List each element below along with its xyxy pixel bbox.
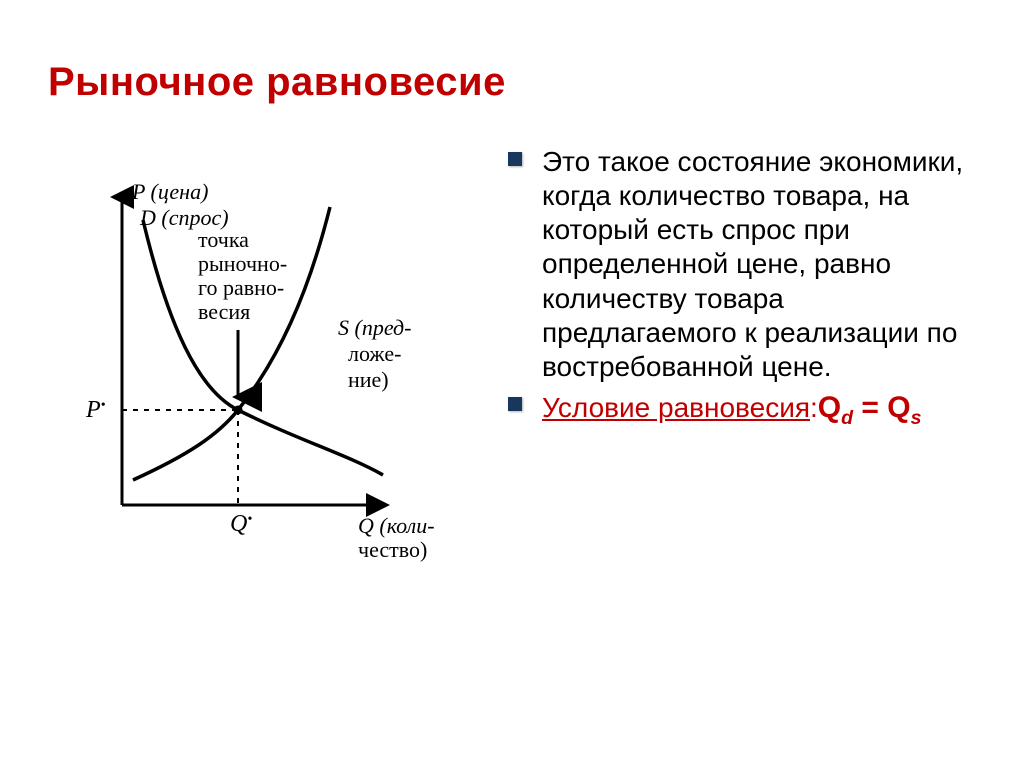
definition-text: Это такое состояние экономики, когда кол… [542, 146, 963, 382]
formula-qd: Q [818, 391, 841, 424]
x-axis-label-2: чество) [358, 537, 427, 562]
equilibrium-label-1: точка [198, 227, 249, 252]
condition-colon: : [810, 392, 818, 423]
definition-bullet: Это такое состояние экономики, когда кол… [508, 145, 976, 384]
equilibrium-dot [234, 406, 243, 415]
text-column: Это такое состояние экономики, когда кол… [508, 145, 976, 437]
supply-label-2: ложе- [348, 341, 401, 366]
condition-line: Условие равновесия:Qd = Qs [542, 392, 921, 423]
slide-title: Рыночное равновесие [48, 60, 976, 105]
supply-label-1: S (пред- [338, 315, 412, 340]
equilibrium-label-3: го равно- [198, 275, 284, 300]
pstar-label: P• [85, 397, 106, 423]
qstar-label: Q• [230, 511, 252, 537]
equilibrium-label-2: рыночно- [198, 251, 287, 276]
condition-bullet: Условие равновесия:Qd = Qs [508, 390, 976, 431]
y-axis-label: P (цена) [131, 179, 208, 204]
formula-eq: = [853, 391, 887, 424]
supply-label-3: ние) [348, 367, 389, 392]
slide: Рыночное равновесие [0, 0, 1024, 767]
condition-label: Условие равновесия [542, 392, 810, 423]
x-axis-label-1: Q (коли- [358, 513, 435, 538]
formula-qd-sub: d [841, 407, 853, 429]
formula-qs-sub: s [911, 407, 922, 429]
content-row: P (цена) D (спрос) точка рыночно- го рав… [48, 145, 976, 580]
formula-qs: Q [887, 391, 910, 424]
bullet-list: Это такое состояние экономики, когда кол… [508, 145, 976, 431]
equilibrium-formula: Qd = Qs [818, 391, 922, 424]
chart-column: P (цена) D (спрос) точка рыночно- го рав… [48, 145, 488, 580]
equilibrium-label-4: весия [198, 299, 250, 324]
equilibrium-chart: P (цена) D (спрос) точка рыночно- го рав… [48, 175, 478, 575]
